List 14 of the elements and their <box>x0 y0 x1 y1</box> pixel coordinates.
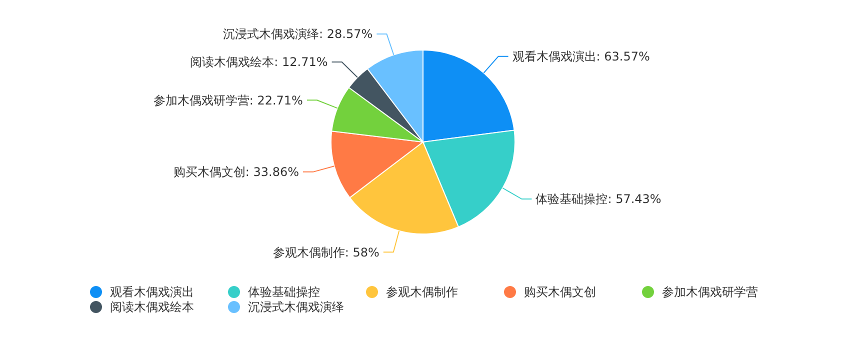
data-label: 参观木偶制作: 58% <box>272 245 380 260</box>
legend-label: 沉浸式木偶戏演绎 <box>248 300 344 314</box>
legend-label: 参加木偶戏研学营 <box>662 285 758 300</box>
legend-label: 阅读木偶戏绘本 <box>110 300 194 314</box>
data-label: 沉浸式木偶戏演绎: 28.57% <box>223 27 373 42</box>
data-label: 阅读木偶戏绘本: 12.71% <box>190 55 328 70</box>
legend-label: 参观木偶制作 <box>386 285 458 300</box>
legend-label: 观看木偶戏演出 <box>110 285 194 300</box>
legend-label: 体验基础操控 <box>248 285 320 300</box>
data-label: 观看木偶戏演出: 63.57% <box>512 50 650 64</box>
legend-label: 购买木偶文创 <box>524 285 596 300</box>
data-label: 参加木偶戏研学营: 22.71% <box>153 93 303 108</box>
data-label: 购买木偶文创: 33.86% <box>173 165 299 180</box>
data-label: 体验基础操控: 57.43% <box>536 192 662 206</box>
